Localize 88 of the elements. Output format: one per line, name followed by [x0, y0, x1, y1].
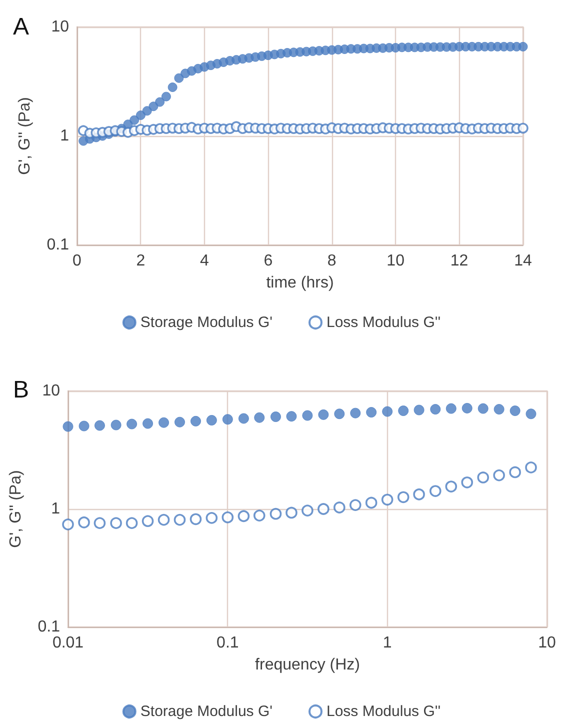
- x-tick-label: 10: [386, 252, 405, 270]
- point: [414, 404, 424, 416]
- point: [509, 466, 521, 478]
- y-tick-label: 0.1: [38, 618, 60, 636]
- point: [78, 516, 90, 528]
- point: [174, 514, 186, 526]
- chart-title: B: [13, 376, 30, 404]
- point: [397, 491, 410, 504]
- y-tick-label: 1: [60, 128, 70, 144]
- point: [526, 408, 536, 420]
- point: [222, 414, 233, 425]
- point: [158, 514, 170, 526]
- point: [94, 517, 106, 529]
- legend-label: Storage Modulus G': [140, 314, 273, 331]
- point: [126, 418, 138, 430]
- point: [206, 415, 217, 426]
- chart-title: A: [13, 14, 30, 40]
- point: [110, 420, 122, 430]
- point: [110, 517, 122, 529]
- point: [350, 499, 362, 511]
- x-tick-label: 8: [327, 252, 336, 270]
- point: [461, 476, 474, 488]
- point: [238, 510, 250, 522]
- point: [94, 420, 105, 431]
- point: [366, 407, 377, 418]
- point: [270, 508, 282, 520]
- point: [126, 517, 138, 529]
- legend-label: Storage Modulus G': [140, 703, 273, 720]
- x-tick-label: 10: [538, 634, 556, 652]
- point: [381, 494, 394, 506]
- point: [302, 410, 313, 421]
- point: [445, 480, 458, 492]
- point: [365, 496, 378, 509]
- point: [238, 413, 249, 424]
- point: [398, 406, 409, 416]
- x-tick-label: 1: [382, 634, 392, 652]
- point: [494, 404, 504, 415]
- point: [142, 515, 154, 527]
- point: [206, 512, 218, 524]
- x-axis-title: time (hrs): [266, 274, 334, 292]
- x-tick-label: 0: [72, 252, 82, 270]
- point: [462, 402, 472, 414]
- y-tick-label: 10: [42, 382, 60, 400]
- point: [302, 504, 314, 516]
- point: [318, 503, 330, 515]
- x-tick-label: 14: [514, 252, 532, 270]
- point: [430, 485, 442, 497]
- point: [253, 510, 266, 522]
- x-tick-label: 12: [450, 252, 468, 270]
- point: [62, 518, 74, 530]
- y-tick-label: 1: [51, 500, 60, 518]
- legend-label: Loss Modulus G'': [326, 703, 441, 720]
- x-axis-title: frequency (Hz): [255, 656, 360, 674]
- point: [430, 404, 441, 415]
- x-tick-label: 2: [136, 252, 146, 270]
- point: [477, 472, 490, 484]
- point: [190, 513, 202, 526]
- point: [334, 408, 345, 420]
- point: [478, 403, 488, 414]
- point: [270, 412, 281, 422]
- x-tick-label: 6: [264, 252, 273, 270]
- point: [286, 411, 297, 422]
- point: [62, 421, 74, 432]
- point: [493, 469, 505, 482]
- x-tick-label: 0.01: [52, 634, 84, 652]
- point: [222, 511, 234, 524]
- y-axis-title: G', G'' (Pa): [8, 470, 24, 548]
- point: [510, 406, 520, 416]
- point: [382, 406, 393, 417]
- point: [350, 408, 361, 418]
- point: [78, 420, 90, 432]
- legend-label: Loss Modulus G'': [326, 314, 441, 331]
- point: [446, 403, 456, 414]
- point: [254, 412, 265, 423]
- point: [142, 418, 154, 429]
- point: [525, 462, 537, 474]
- point: [318, 409, 329, 420]
- point: [158, 417, 170, 428]
- y-tick-label: 0.1: [46, 236, 70, 254]
- x-tick-label: 4: [200, 252, 209, 270]
- y-axis-title: G', G'' (Pa): [16, 97, 34, 175]
- point: [190, 416, 201, 426]
- point: [174, 416, 185, 428]
- y-tick-label: 10: [51, 18, 70, 36]
- point: [413, 488, 425, 500]
- x-tick-label: 0.1: [216, 634, 239, 652]
- point: [334, 502, 346, 514]
- point: [286, 506, 298, 519]
